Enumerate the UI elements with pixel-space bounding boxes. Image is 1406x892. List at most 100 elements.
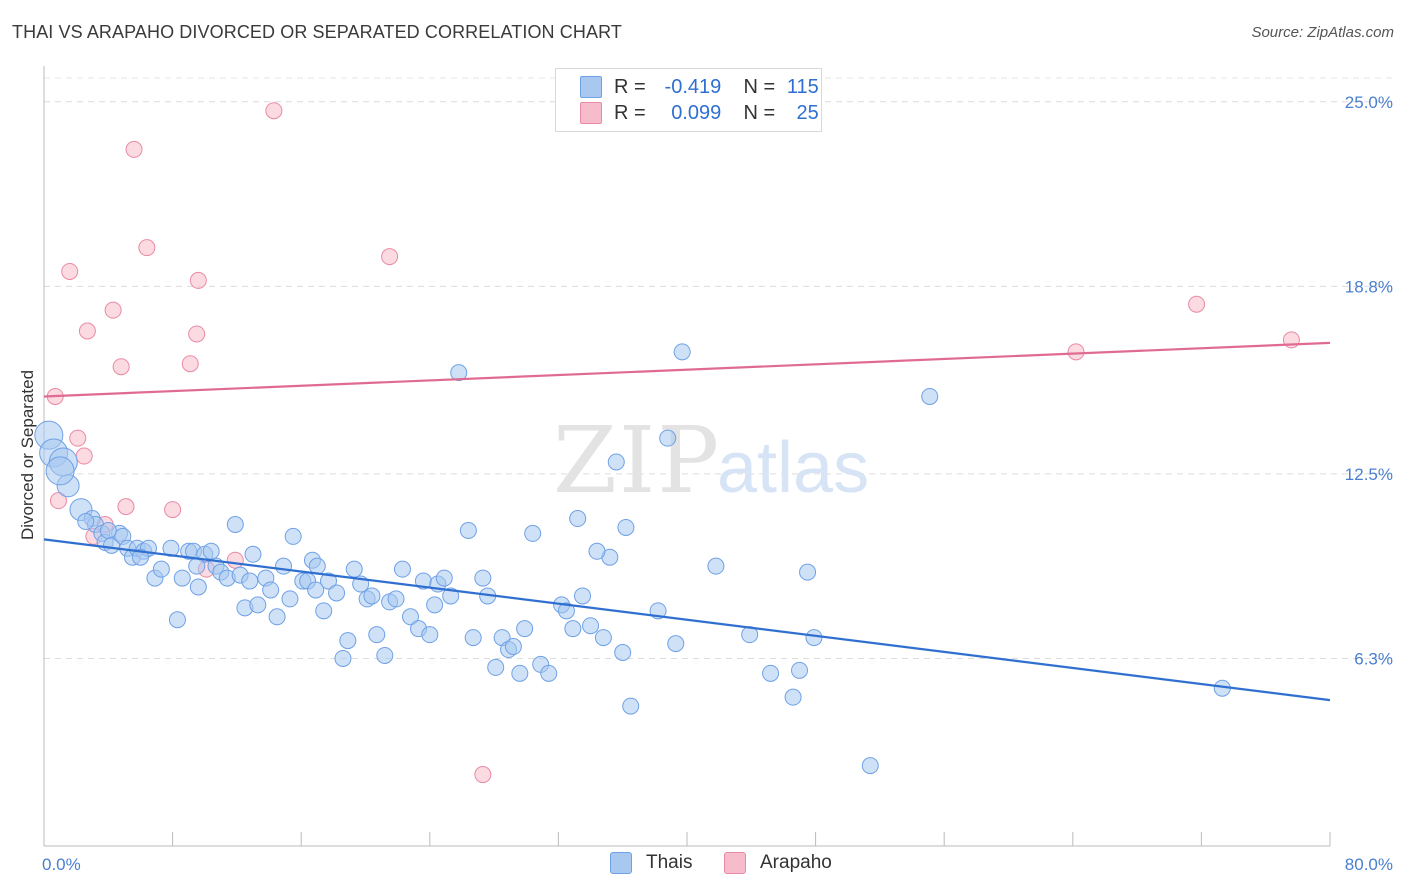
thais-point (474, 569, 492, 587)
thais-point (921, 387, 939, 405)
x-tick-labels: 0.0% 80.0% (42, 855, 1393, 874)
thais-point (241, 572, 259, 590)
thais-point (387, 590, 405, 608)
thais-point (334, 649, 352, 667)
thais-point (799, 563, 817, 581)
y-tick-label: 25.0% (1345, 93, 1393, 112)
arapaho-point (78, 322, 96, 340)
thais-point (574, 587, 592, 605)
arapaho-point (117, 498, 135, 516)
thais-point (77, 513, 95, 531)
thais-points (34, 343, 1231, 775)
thais-point (459, 521, 477, 539)
thais-point (345, 560, 363, 578)
thais-point (307, 581, 325, 599)
thais-point (328, 584, 346, 602)
thais-point (564, 620, 582, 638)
thais-point (524, 524, 542, 542)
legend-row-thais: R = -0.419 N = 115 (580, 74, 819, 100)
arapaho-point (1067, 343, 1085, 361)
thais-point (805, 629, 823, 647)
thais-point (442, 587, 460, 605)
legend-swatch-thais (580, 76, 602, 98)
thais-point (202, 542, 220, 560)
thais-point (617, 518, 635, 536)
series-legend: Thais Arapaho (0, 852, 1406, 878)
legend-label-thais: Thais (646, 852, 693, 873)
thais-point (582, 617, 600, 635)
thais-point (784, 688, 802, 706)
y-tick-label: 6.3% (1354, 649, 1393, 668)
legend-n-label: N = (743, 75, 776, 98)
thais-point (268, 608, 286, 626)
arapaho-point (69, 429, 87, 447)
thais-point (464, 629, 482, 647)
legend-r-value-thais: -0.419 (664, 75, 722, 98)
legend-r-label: R = (614, 101, 646, 124)
y-tick-label: 12.5% (1345, 465, 1393, 484)
legend-item-arapaho[interactable]: Arapaho (724, 852, 832, 874)
thais-point (594, 629, 612, 647)
thais-point (45, 456, 75, 486)
arapaho-point (189, 271, 207, 289)
arapaho-point (164, 501, 182, 519)
thais-point (622, 697, 640, 715)
thais-point (487, 658, 505, 676)
arapaho-point (125, 140, 143, 158)
legend-item-thais[interactable]: Thais (610, 852, 692, 874)
legend-n-value-thais: 115 (786, 75, 819, 98)
thais-point (426, 596, 444, 614)
arapaho-point (474, 766, 492, 784)
thais-point (861, 757, 879, 775)
thais-point (320, 572, 338, 590)
thais-point (614, 644, 632, 661)
thais-point (607, 453, 625, 471)
thais-point (131, 548, 149, 566)
thais-point (762, 664, 780, 682)
watermark-zip: ZIP (553, 407, 721, 514)
source-label: Source: ZipAtlas.com (1251, 24, 1394, 41)
thais-point (707, 557, 725, 575)
thais-point (540, 664, 558, 682)
arapaho-point (188, 325, 206, 343)
y-tick-label: 18.8% (1345, 277, 1393, 296)
arapaho-point (61, 262, 79, 280)
legend-swatch-thais (610, 852, 632, 874)
thais-point (363, 587, 381, 605)
arapaho-point (112, 358, 130, 376)
thais-point (152, 560, 170, 578)
thais-point (188, 557, 206, 575)
arapaho-trend-line (43, 341, 1331, 398)
thais-point (435, 569, 453, 587)
arapaho-point (1188, 295, 1206, 313)
thais-point (281, 590, 299, 608)
arapaho-point (49, 492, 67, 510)
thais-point (588, 542, 606, 560)
watermark-atlas: atlas (717, 428, 869, 508)
arapaho-point (265, 102, 283, 120)
legend-n-label: N = (743, 101, 776, 124)
thais-point (421, 626, 439, 644)
thais-point (189, 578, 207, 596)
watermark: ZIP atlas (553, 407, 869, 514)
legend-row-arapaho: R = 0.099 N = 25 (580, 100, 819, 126)
legend-r-label: R = (614, 75, 646, 98)
y-tick-labels: 6.3% 12.5% 18.8% 25.0% (1345, 93, 1393, 669)
thais-point (368, 626, 386, 644)
thais-point (226, 515, 244, 533)
thais-point (168, 611, 186, 629)
arapaho-point (381, 248, 399, 266)
thais-point (284, 527, 302, 545)
arapaho-point (181, 355, 199, 373)
arapaho-point (138, 239, 156, 257)
thais-point (667, 635, 685, 653)
thais-point (339, 632, 357, 650)
thais-point (516, 620, 534, 638)
thais-point (315, 602, 333, 620)
legend-n-value-arapaho: 25 (796, 101, 819, 124)
y-axis-label: Divorced or Separated (18, 370, 37, 540)
thais-point (376, 646, 394, 664)
thais-point (673, 343, 691, 361)
legend-swatch-arapaho (724, 852, 746, 874)
x-tick-label: 80.0% (1345, 855, 1393, 874)
